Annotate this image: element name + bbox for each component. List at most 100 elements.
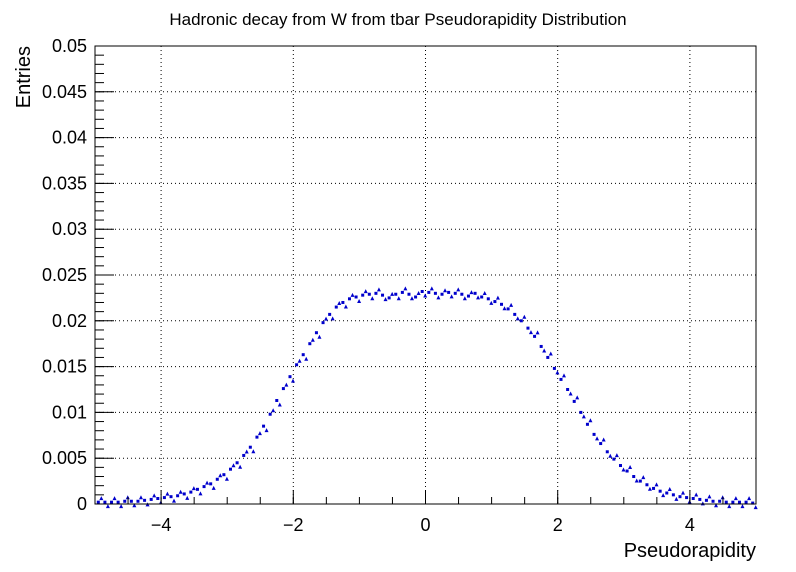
data-point <box>585 422 589 426</box>
data-point <box>110 500 114 504</box>
data-point-marker <box>714 503 719 508</box>
data-point <box>433 291 437 295</box>
data-point <box>275 398 279 402</box>
data-point <box>546 355 550 359</box>
data-point <box>658 489 662 493</box>
data-point <box>288 375 292 379</box>
data-point-marker <box>449 294 454 299</box>
data-point-marker <box>284 382 289 387</box>
data-point-marker <box>370 296 375 301</box>
data-point-marker <box>264 428 269 433</box>
data-point <box>229 467 233 471</box>
data-point-marker <box>753 505 758 510</box>
data-point <box>162 496 166 500</box>
data-point <box>354 295 358 299</box>
data-point-marker <box>343 304 348 309</box>
data-point <box>592 432 596 436</box>
y-tick-label: 0.02 <box>52 311 87 331</box>
data-point-marker <box>456 287 461 292</box>
data-point <box>341 300 345 304</box>
data-point-marker <box>601 437 606 442</box>
data-point <box>519 319 523 323</box>
data-point <box>215 477 219 481</box>
data-point-marker <box>555 370 560 375</box>
data-point <box>129 499 133 503</box>
data-point-marker <box>165 491 170 496</box>
data-point-marker <box>112 496 117 501</box>
data-point <box>599 442 603 446</box>
y-tick-label: 0.015 <box>42 357 87 377</box>
data-point <box>136 499 140 503</box>
data-point <box>328 312 332 316</box>
data-point <box>222 473 226 477</box>
data-point-marker <box>443 288 448 293</box>
data-point-marker <box>310 337 315 342</box>
data-point <box>242 453 246 457</box>
x-tick-label: 2 <box>553 515 563 535</box>
data-point-marker <box>476 295 481 300</box>
y-tick-label: 0.025 <box>42 265 87 285</box>
data-point <box>513 312 517 316</box>
data-point <box>500 302 504 306</box>
data-point <box>638 479 642 483</box>
data-point <box>665 491 669 495</box>
data-point-marker <box>257 431 262 436</box>
data-point-marker <box>350 292 355 297</box>
data-point-marker <box>661 493 666 498</box>
data-point <box>314 331 318 335</box>
data-point-marker <box>482 290 487 295</box>
data-point <box>268 412 272 416</box>
data-point <box>698 497 702 501</box>
data-point <box>414 295 418 299</box>
data-point <box>262 424 266 428</box>
data-point-marker <box>634 478 639 483</box>
data-point-marker <box>231 463 236 468</box>
data-point-marker <box>588 418 593 423</box>
data-point <box>559 377 563 381</box>
data-point-marker <box>628 465 633 470</box>
data-point-marker <box>647 486 652 491</box>
data-point-marker <box>224 476 229 481</box>
data-point <box>235 461 239 465</box>
data-point <box>248 445 252 449</box>
data-point-marker <box>185 495 190 500</box>
data-point-marker <box>581 414 586 419</box>
data-point-marker <box>436 295 441 300</box>
data-point-marker <box>522 314 527 319</box>
data-point-marker <box>674 496 679 501</box>
y-tick-label: 0.045 <box>42 82 87 102</box>
data-point <box>394 292 398 296</box>
data-point-marker <box>304 356 309 361</box>
data-point-marker <box>396 296 401 301</box>
data-point-marker <box>733 496 738 501</box>
data-point <box>691 497 695 501</box>
data-point <box>440 292 444 296</box>
data-point <box>367 292 371 296</box>
y-tick-label: 0.01 <box>52 402 87 422</box>
data-point <box>407 292 411 296</box>
data-point-marker <box>416 290 421 295</box>
data-point <box>711 499 715 503</box>
data-point <box>473 291 477 295</box>
x-tick-label: 4 <box>685 515 695 535</box>
data-point-marker <box>251 449 256 454</box>
data-point <box>381 293 385 297</box>
data-point-marker <box>423 293 428 298</box>
data-point-marker <box>119 504 124 509</box>
data-point <box>751 501 755 505</box>
data-point-marker <box>548 351 553 356</box>
data-point <box>321 321 325 325</box>
data-point <box>566 388 570 391</box>
data-point-marker <box>403 286 408 291</box>
data-point-marker <box>462 296 467 301</box>
y-tick-label: 0.03 <box>52 219 87 239</box>
data-point-marker <box>502 306 507 311</box>
data-point-marker <box>528 330 533 335</box>
data-point <box>737 500 741 504</box>
data-point <box>486 297 490 301</box>
data-point <box>506 307 510 311</box>
data-point-marker <box>700 501 705 506</box>
data-point-marker <box>621 467 626 472</box>
data-point-marker <box>191 486 196 491</box>
